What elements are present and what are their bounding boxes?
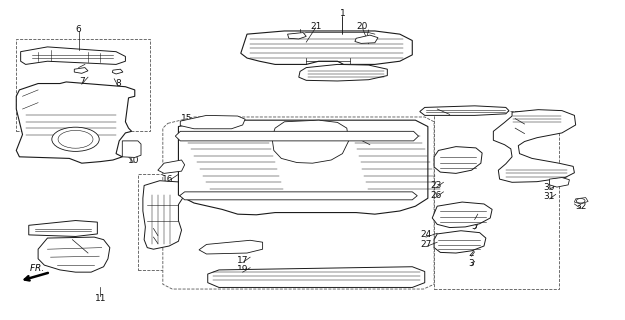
Text: 2: 2 [469,250,474,259]
Text: 11: 11 [95,294,106,303]
Polygon shape [179,192,418,200]
Polygon shape [355,35,378,44]
Text: 1: 1 [339,9,345,18]
Polygon shape [112,69,123,74]
Polygon shape [434,231,486,253]
Bar [434,111,559,289]
Text: 13: 13 [152,229,164,238]
Text: 32: 32 [575,202,586,211]
Text: 27: 27 [420,240,432,249]
Text: 9: 9 [131,146,136,155]
Text: 19: 19 [237,265,248,275]
Polygon shape [208,267,425,287]
Text: 16: 16 [162,175,174,184]
Text: 7: 7 [79,77,84,86]
Polygon shape [241,31,412,64]
Polygon shape [175,131,419,141]
Text: 24: 24 [421,230,432,239]
Polygon shape [432,202,492,228]
Text: 31: 31 [544,192,555,201]
Polygon shape [178,120,428,215]
Text: 26: 26 [430,190,442,200]
Circle shape [58,130,93,148]
Text: 3: 3 [469,259,474,268]
Text: 28: 28 [364,138,376,147]
Polygon shape [158,160,184,173]
Text: 25: 25 [519,127,530,136]
Polygon shape [29,220,98,236]
Polygon shape [420,106,509,116]
Polygon shape [21,47,126,64]
Polygon shape [288,33,306,39]
Polygon shape [74,68,88,73]
Polygon shape [199,240,262,254]
Polygon shape [180,116,245,129]
Polygon shape [122,141,141,157]
Text: 20: 20 [357,22,368,31]
Polygon shape [493,110,576,182]
Polygon shape [549,178,569,187]
Bar [16,39,151,131]
Circle shape [576,198,585,203]
Text: 21: 21 [310,22,321,31]
Text: 22: 22 [519,117,530,126]
Polygon shape [299,64,388,81]
Text: 4: 4 [472,213,478,222]
Polygon shape [163,117,434,289]
Text: 12: 12 [82,246,94,255]
Text: 29: 29 [444,108,456,117]
Polygon shape [143,181,188,249]
Polygon shape [38,237,110,272]
Text: 30: 30 [544,183,555,192]
Polygon shape [16,82,135,163]
Text: 15: 15 [181,114,192,123]
Text: 23: 23 [430,181,442,190]
Text: 14: 14 [152,237,164,246]
Polygon shape [574,197,588,204]
Text: 17: 17 [237,256,248,265]
Text: 10: 10 [127,156,139,164]
Text: 5: 5 [472,222,478,231]
Polygon shape [272,120,349,163]
Polygon shape [434,147,482,173]
Bar [138,174,191,270]
Circle shape [52,127,99,151]
Text: 6: 6 [76,25,81,34]
Text: 18: 18 [216,246,228,255]
Text: 8: 8 [115,79,121,88]
Text: $\it{FR.}$: $\it{FR.}$ [29,262,44,273]
